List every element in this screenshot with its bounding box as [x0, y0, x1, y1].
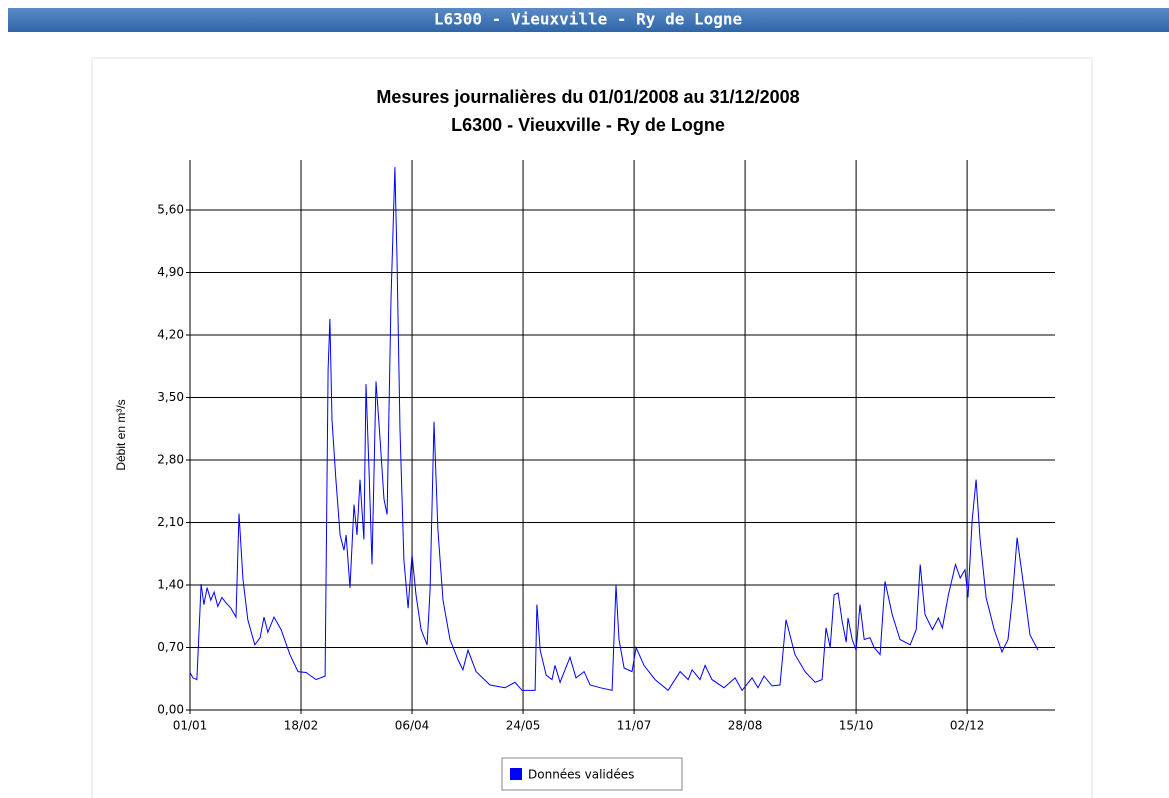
y-tick-label: 2,80 — [157, 453, 184, 467]
x-tick-label: 06/04 — [395, 719, 430, 733]
legend-label: Données validées — [528, 768, 634, 782]
x-tick-label: 15/10 — [839, 719, 874, 733]
x-tick-label: 02/12 — [950, 719, 985, 733]
y-tick-label: 1,40 — [157, 578, 184, 592]
y-tick-label: 4,90 — [157, 265, 184, 279]
y-tick-label: 0,70 — [157, 640, 184, 654]
y-axis-label: Débit en m³/s — [114, 399, 128, 470]
chart-title: Mesures journalières du 01/01/2008 au 31… — [376, 87, 799, 107]
x-tick-label: 24/05 — [506, 719, 541, 733]
x-tick-label: 11/07 — [617, 719, 652, 733]
x-tick-label: 18/02 — [284, 719, 319, 733]
y-tick-label: 2,10 — [157, 515, 184, 529]
x-tick-label: 01/01 — [173, 719, 208, 733]
y-tick-label: 3,50 — [157, 390, 184, 404]
header-bar — [8, 8, 1169, 32]
y-tick-label: 5,60 — [157, 203, 184, 217]
y-tick-label: 4,20 — [157, 328, 184, 342]
data-line — [189, 167, 1039, 692]
chart-panel — [91, 57, 1093, 798]
x-tick-label: 28/08 — [728, 719, 763, 733]
chart-subtitle: L6300 - Vieuxville - Ry de Logne — [451, 115, 725, 135]
legend-swatch — [510, 768, 522, 780]
legend — [501, 757, 683, 791]
y-tick-label: 0,00 — [157, 703, 184, 717]
header-title: L6300 - Vieuxville - Ry de Logne — [434, 10, 742, 29]
